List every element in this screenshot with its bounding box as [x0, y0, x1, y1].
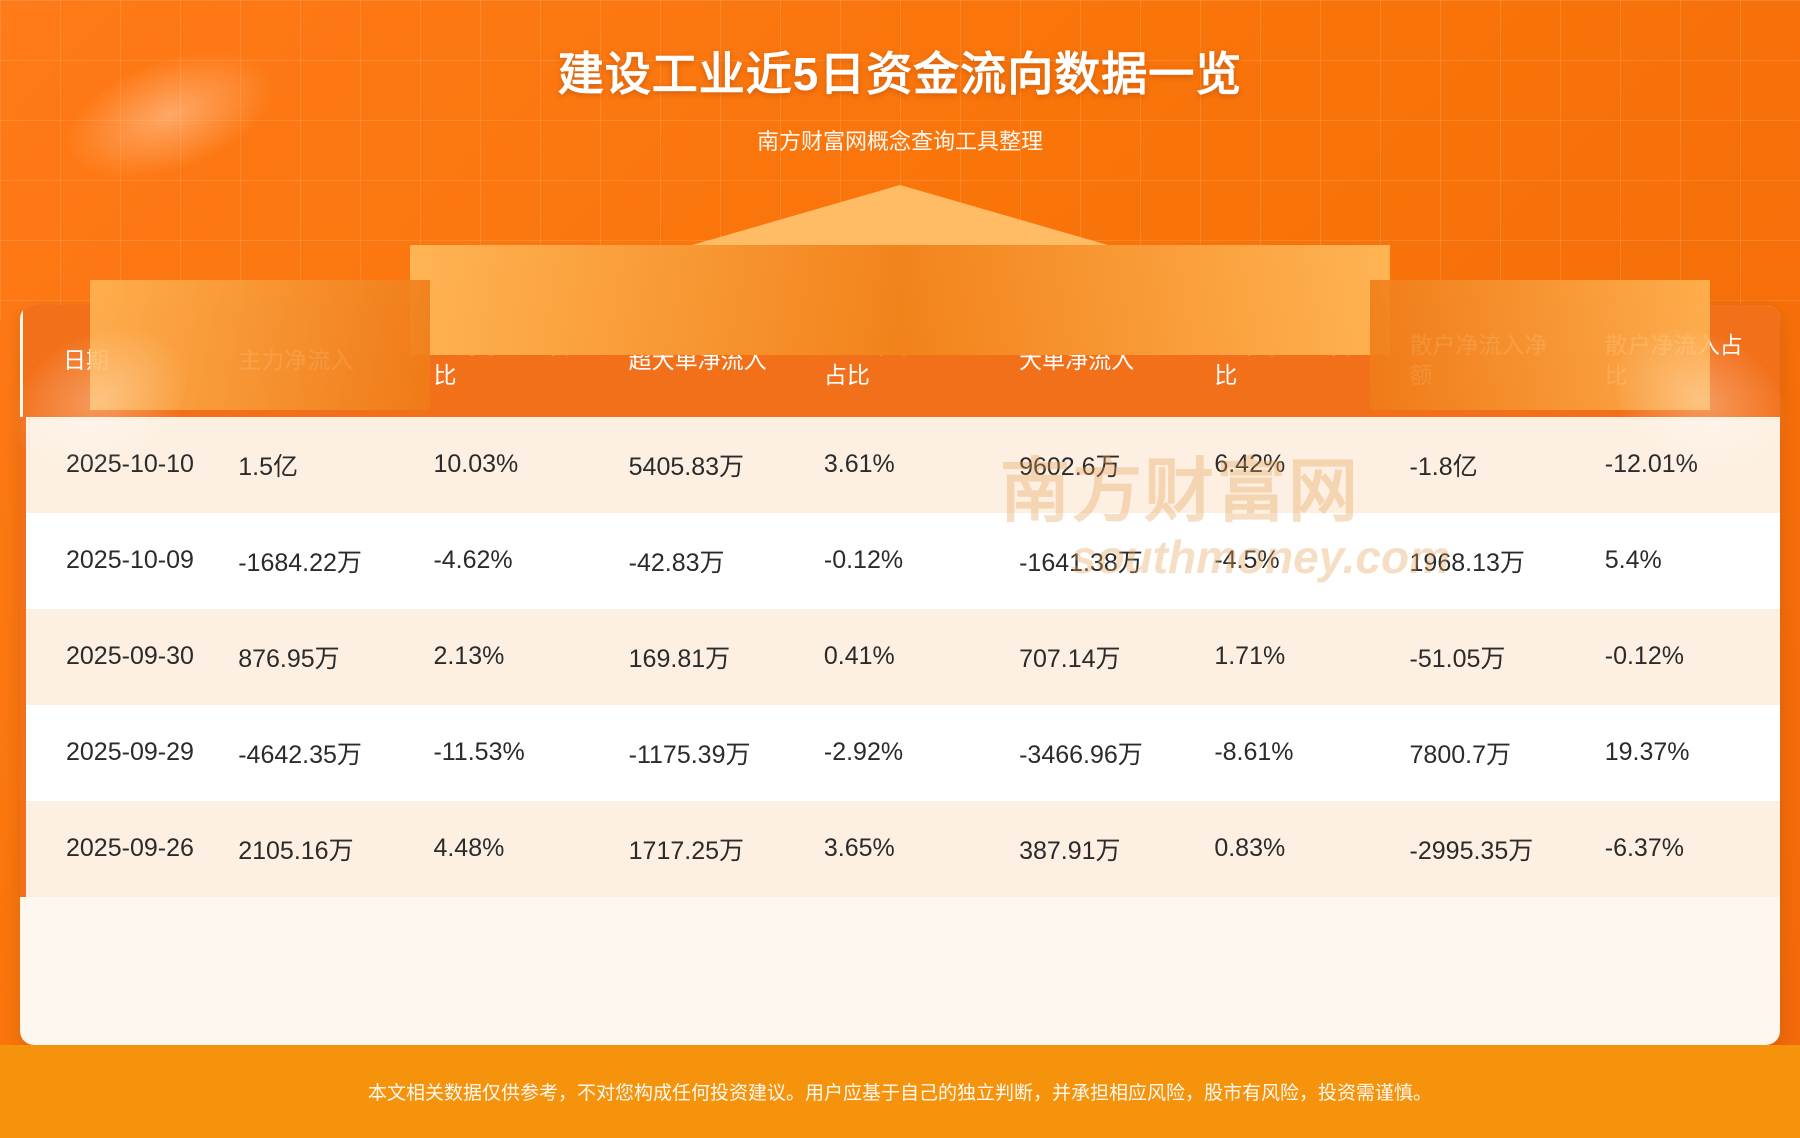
cell-large_net_inflow_pct[interactable]: 1.71% [1194, 609, 1389, 705]
table-row[interactable]: 2025-09-26 2105.16万 4.48% 1717.25万 3.65% 387.… [23, 801, 1780, 897]
cell-main_net_inflow[interactable]: 876.95万 [218, 609, 413, 705]
cell-main_net_inflow_pct[interactable]: 2.13% [413, 609, 608, 705]
cell-large_net_inflow[interactable]: 707.14万 [999, 609, 1194, 705]
cell-super_large_net_inflow[interactable]: 5405.83万 [609, 417, 804, 513]
cell-date[interactable]: 2025-10-09 [23, 513, 218, 609]
cell-retail_net_inflow[interactable]: -1.8亿 [1390, 417, 1585, 513]
page-title: 建设工业近5日资金流向数据一览 [0, 38, 1800, 104]
cell-main_net_inflow_pct[interactable]: 4.48% [413, 801, 608, 897]
cell-main_net_inflow_pct[interactable]: -11.53% [413, 705, 608, 801]
cell-super_large_net_inflow_pct[interactable]: -2.92% [804, 705, 999, 801]
cell-super_large_net_inflow[interactable]: -1175.39万 [609, 705, 804, 801]
table-row[interactable]: 2025-09-29 -4642.35万 -11.53% -1175.39万 -2.92… [23, 705, 1780, 801]
table-row[interactable]: 2025-10-09 -1684.22万 -4.62% -42.83万 -0.12% -1… [23, 513, 1780, 609]
data-table-container: 南方财富网 southmoney.com 日期 主力净流入 主力净流入占比 超大… [20, 305, 1780, 1045]
cell-retail_net_inflow_pct[interactable]: -0.12% [1585, 609, 1780, 705]
decorative-podium-graphic [0, 185, 1800, 325]
cell-super_large_net_inflow[interactable]: -42.83万 [609, 513, 804, 609]
cell-large_net_inflow[interactable]: 387.91万 [999, 801, 1194, 897]
cell-super_large_net_inflow_pct[interactable]: 0.41% [804, 609, 999, 705]
diamond-right-face [900, 245, 1390, 355]
table-row[interactable]: 2025-10-10 1.5亿 10.03% 5405.83万 3.61% 9602.6万… [23, 417, 1780, 513]
cell-retail_net_inflow[interactable]: -2995.35万 [1390, 801, 1585, 897]
cell-super_large_net_inflow[interactable]: 169.81万 [609, 609, 804, 705]
cell-main_net_inflow[interactable]: -1684.22万 [218, 513, 413, 609]
cell-main_net_inflow[interactable]: 2105.16万 [218, 801, 413, 897]
cell-super_large_net_inflow[interactable]: 1717.25万 [609, 801, 804, 897]
page-subtitle: 南方财富网概念查询工具整理 [0, 124, 1800, 156]
cell-large_net_inflow[interactable]: 9602.6万 [999, 417, 1194, 513]
cell-super_large_net_inflow_pct[interactable]: 3.65% [804, 801, 999, 897]
cell-date[interactable]: 2025-09-26 [23, 801, 218, 897]
cell-large_net_inflow[interactable]: -1641.38万 [999, 513, 1194, 609]
cell-super_large_net_inflow_pct[interactable]: -0.12% [804, 513, 999, 609]
cell-retail_net_inflow[interactable]: 1968.13万 [1390, 513, 1585, 609]
cell-large_net_inflow[interactable]: -3466.96万 [999, 705, 1194, 801]
footer-bar: 本文相关数据仅供参考，不对您构成任何投资建议。用户应基于自己的独立判断，并承担相… [0, 1045, 1800, 1138]
disclaimer-text: 本文相关数据仅供参考，不对您构成任何投资建议。用户应基于自己的独立判断，并承担相… [368, 1078, 1432, 1105]
cell-date[interactable]: 2025-09-30 [23, 609, 218, 705]
cell-large_net_inflow_pct[interactable]: 6.42% [1194, 417, 1389, 513]
cell-main_net_inflow[interactable]: -4642.35万 [218, 705, 413, 801]
table-row[interactable]: 2025-09-30 876.95万 2.13% 169.81万 0.41% 707.14… [23, 609, 1780, 705]
cell-large_net_inflow_pct[interactable]: 0.83% [1194, 801, 1389, 897]
cell-main_net_inflow_pct[interactable]: 10.03% [413, 417, 608, 513]
cell-retail_net_inflow_pct[interactable]: 5.4% [1585, 513, 1780, 609]
cell-large_net_inflow_pct[interactable]: -8.61% [1194, 705, 1389, 801]
cell-retail_net_inflow[interactable]: 7800.7万 [1390, 705, 1585, 801]
cell-super_large_net_inflow_pct[interactable]: 3.61% [804, 417, 999, 513]
cell-retail_net_inflow[interactable]: -51.05万 [1390, 609, 1585, 705]
cell-main_net_inflow[interactable]: 1.5亿 [218, 417, 413, 513]
cell-large_net_inflow_pct[interactable]: -4.5% [1194, 513, 1389, 609]
diamond-left-face [410, 245, 900, 355]
table-body: 2025-10-10 1.5亿 10.03% 5405.83万 3.61% 9602.6万… [23, 417, 1780, 897]
cell-retail_net_inflow_pct[interactable]: 19.37% [1585, 705, 1780, 801]
cell-date[interactable]: 2025-09-29 [23, 705, 218, 801]
cell-main_net_inflow_pct[interactable]: -4.62% [413, 513, 608, 609]
cell-retail_net_inflow_pct[interactable]: -6.37% [1585, 801, 1780, 897]
